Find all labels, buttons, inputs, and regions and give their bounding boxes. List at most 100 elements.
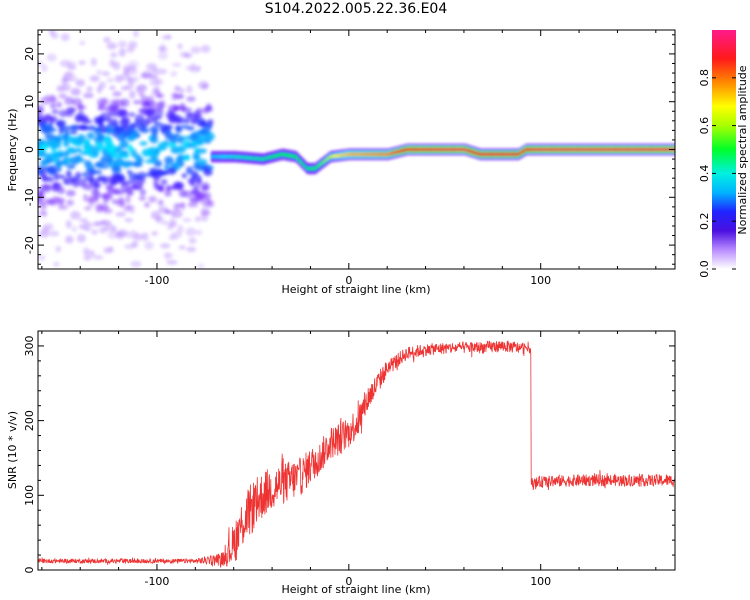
ridge-mid [362,150,365,158]
ridge-mid [505,150,508,158]
ridge-core [344,153,347,157]
spectral-blob [120,179,126,186]
ridge-mid [459,146,462,153]
ridge-mid [542,146,545,153]
ridge-core [428,147,431,152]
spectral-blob [38,196,45,202]
ridge-mid [588,146,591,153]
ridge-core [512,152,515,156]
ridge-core [506,152,509,156]
ridge-core [257,157,261,161]
ridge-core [656,147,659,152]
spectral-blob [136,156,144,164]
spectral-blob [131,129,138,137]
spectral-blob [196,107,204,114]
ridge-core [415,147,418,152]
spectral-blob [71,98,83,106]
spectral-blob [47,167,57,175]
spectral-blob [111,225,117,233]
ridge-core [240,155,243,159]
ridge-core [537,147,540,152]
spectral-blob [172,209,183,219]
ridge-core [662,147,665,152]
ridge-mid [645,146,648,153]
spectral-blob [42,126,49,134]
spectral-blob [144,159,156,164]
ridge-halo [318,159,322,171]
bottom-y-tick-label: 200 [23,410,36,431]
ridge-halo [399,145,402,158]
spectral-blob [160,171,170,176]
ridge-cells [210,143,675,175]
ridge-core [331,154,334,158]
spectral-blob [108,102,120,112]
ridge-core [630,147,634,152]
ridge-mid [612,146,615,153]
spectral-blob [146,101,156,107]
ridge-halo [536,143,539,156]
spectral-blob [187,202,199,208]
ridge-mid [617,146,620,153]
ridge-mid [579,146,582,153]
top-y-tick-label: 10 [23,95,36,109]
ridge-core [376,152,379,156]
ridge-core [462,147,465,152]
ridge-mid [629,146,632,153]
ridge-core [503,152,506,156]
ridge-core [567,147,570,152]
spectral-blob [47,176,54,183]
ridge-mid [514,150,517,158]
ridge-core [463,147,467,152]
ridge-halo [617,143,620,156]
ridge-halo [409,143,412,156]
ridge-core [277,153,280,157]
spectral-blob [152,115,158,124]
ridge-mid [638,146,642,153]
ridge-mid [371,150,374,158]
spectral-blob [189,133,199,142]
ridge-core [435,147,438,152]
spectral-blob [111,187,121,194]
ridge-core [437,147,440,152]
spectral-blob [114,126,125,133]
spectral-blob [98,124,108,134]
ridge-halo [423,143,426,156]
ridge-core [270,155,273,159]
spectral-blob [79,125,88,131]
ridge-core [653,147,657,152]
ridge-core [413,147,416,152]
spectral-blob [41,227,50,233]
ridge-core [396,150,399,154]
spectral-blob [40,143,48,151]
spectral-blob [71,225,78,233]
ridge-core [286,153,289,157]
spectral-blob [126,127,133,135]
ridge-mid [536,146,539,153]
spectral-blob [160,179,168,186]
ridge-core [603,147,606,152]
ridge-mid [299,157,302,165]
ridge-core [612,147,615,152]
snr-series-line [38,340,675,568]
ridge-mid [607,146,610,153]
ridge-mid [497,150,500,158]
ridge-halo [571,143,574,156]
ridge-core [663,147,666,152]
ridge-core [650,147,653,152]
ridge-mid [595,146,598,153]
ridge-mid [668,146,672,153]
ridge-mid [259,155,262,163]
ridge-mid [431,146,434,153]
ridge-halo [609,143,612,156]
ridge-core [255,156,258,161]
figure-title: S104.2022.005.22.36.E04 [264,1,448,17]
ridge-core [626,147,629,152]
ridge-core [535,147,538,152]
ridge-mid [621,146,624,153]
spectral-blob [124,188,133,195]
ridge-core [447,147,450,152]
ridge-core [611,147,614,152]
ridge-halo [373,148,376,161]
ridge-core [312,167,315,171]
ridge-halo [591,143,594,156]
